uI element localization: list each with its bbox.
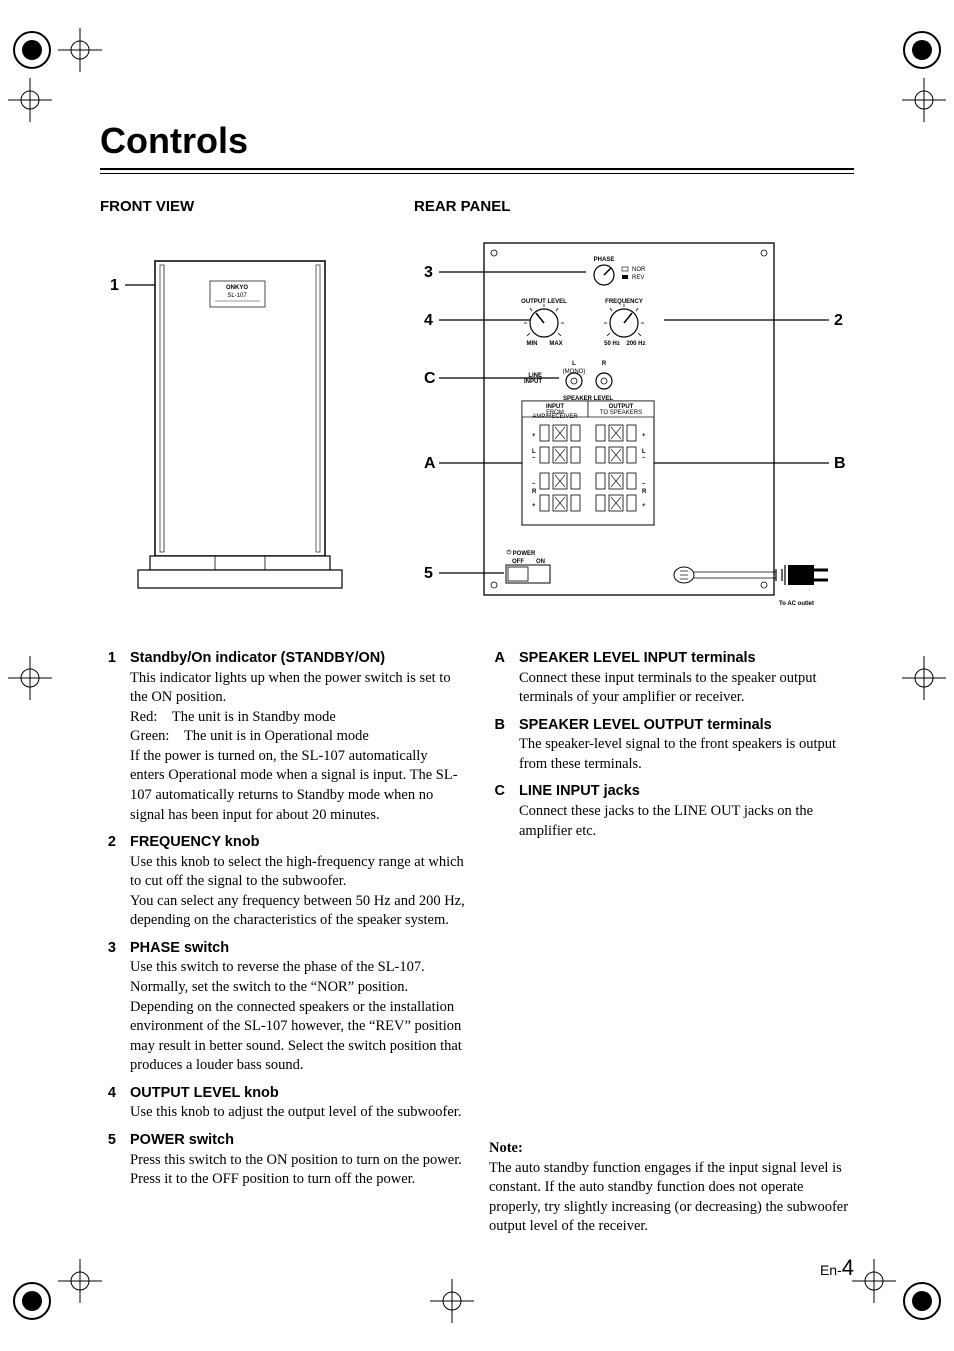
crop-corner-icon [900, 28, 944, 72]
svg-text:R: R [642, 489, 647, 495]
svg-text:MAX: MAX [549, 341, 562, 347]
description-item: 1 Standby/On indicator (STANDBY/ON)This i… [100, 649, 465, 825]
item-description: Use this switch to reverse the phase of … [130, 958, 465, 1075]
item-number: 5 [100, 1131, 116, 1190]
divider [100, 173, 854, 174]
crop-mark-icon [58, 1259, 102, 1303]
svg-text:SL-107: SL-107 [227, 293, 247, 299]
crop-mark-icon [8, 78, 52, 122]
svg-text:+: + [642, 433, 646, 439]
description-item: 3 PHASE switchUse this switch to reverse … [100, 939, 465, 1076]
item-heading: SPEAKER LEVEL INPUT terminals [519, 649, 854, 669]
crop-mark-icon [902, 656, 946, 700]
callout-c: C [424, 370, 436, 387]
callout-4: 4 [424, 312, 433, 329]
callout-1: 1 [110, 277, 119, 294]
description-item: C LINE INPUT jacksConnect these jacks to … [489, 782, 854, 841]
item-number: B [489, 716, 505, 775]
rear-panel-heading: REAR PANEL [414, 198, 854, 215]
item-description: Connect these jacks to the LINE OUT jack… [519, 802, 854, 841]
svg-text:L: L [572, 361, 576, 367]
crop-mark-icon [902, 78, 946, 122]
svg-text:TO SPEAKERS: TO SPEAKERS [600, 410, 642, 416]
item-heading: SPEAKER LEVEL OUTPUT terminals [519, 716, 854, 736]
item-number: 2 [100, 833, 116, 931]
item-description: Connect these input terminals to the spe… [519, 669, 854, 708]
crop-corner-icon [900, 1279, 944, 1323]
svg-text:ONKYO: ONKYO [226, 285, 248, 291]
item-number: 1 [100, 649, 116, 825]
item-description: The speaker-level signal to the front sp… [519, 735, 854, 774]
item-number: A [489, 649, 505, 708]
item-number: 3 [100, 939, 116, 1076]
item-description: Press this switch to the ON position to … [130, 1151, 465, 1190]
item-heading: Standby/On indicator (STANDBY/ON) [130, 649, 465, 669]
item-heading: PHASE switch [130, 939, 465, 959]
crop-corner-icon [10, 28, 54, 72]
svg-text:MIN: MIN [527, 341, 538, 347]
svg-text:+: + [642, 503, 646, 509]
item-heading: POWER switch [130, 1131, 465, 1151]
description-item: 4 OUTPUT LEVEL knobUse this knob to adjus… [100, 1084, 465, 1123]
front-view-heading: FRONT VIEW [100, 198, 390, 215]
to-ac-label: To AC outlet [779, 601, 814, 607]
description-item: A SPEAKER LEVEL INPUT terminalsConnect th… [489, 649, 854, 708]
item-description: Use this knob to select the high-frequen… [130, 853, 465, 931]
front-view-figure: 1 ONKYO SL-107 [100, 225, 390, 625]
item-heading: OUTPUT LEVEL knob [130, 1084, 461, 1104]
svg-text:INPUT: INPUT [524, 379, 542, 385]
page-number: En-4 [820, 1255, 854, 1281]
item-number: C [489, 782, 505, 841]
crop-mark-icon [852, 1259, 896, 1303]
item-heading: LINE INPUT jacks [519, 782, 854, 802]
svg-text:+: + [532, 433, 536, 439]
callout-3: 3 [424, 264, 433, 281]
item-description: This indicator lights up when the power … [130, 669, 465, 826]
svg-text:200 Hz: 200 Hz [626, 341, 645, 347]
item-number: 4 [100, 1084, 116, 1123]
callout-b: B [834, 455, 846, 472]
svg-text:POWER: POWER [513, 551, 536, 557]
note-block: Note:The auto standby function engages i… [489, 1139, 854, 1237]
svg-text:ON: ON [536, 559, 545, 565]
svg-text:50 Hz: 50 Hz [604, 341, 620, 347]
note-body: The auto standby function engages if the… [489, 1159, 854, 1237]
svg-text:PHASE: PHASE [594, 257, 615, 263]
description-item: 2 FREQUENCY knobUse this knob to select t… [100, 833, 465, 931]
crop-mark-icon [8, 656, 52, 700]
callout-5: 5 [424, 565, 433, 582]
speaker-level-terminals-icon: SPEAKER LEVEL INPUT FROM AMP/RECEIVER OU… [522, 396, 654, 525]
item-heading: FREQUENCY knob [130, 833, 465, 853]
description-item: 5 POWER switchPress this switch to the ON… [100, 1131, 465, 1190]
crop-mark-icon [430, 1279, 474, 1323]
callout-a: A [424, 455, 436, 472]
rear-panel-figure: 3 4 C A 5 2 B PH [414, 225, 854, 625]
svg-text:OFF: OFF [512, 559, 524, 565]
svg-text:AMP/RECEIVER: AMP/RECEIVER [532, 414, 578, 420]
divider [100, 168, 854, 170]
svg-text:SPEAKER LEVEL: SPEAKER LEVEL [563, 396, 613, 402]
svg-text:+: + [532, 503, 536, 509]
svg-text:REV: REV [632, 275, 644, 281]
svg-text:NOR: NOR [632, 267, 646, 273]
note-heading: Note: [489, 1139, 854, 1159]
description-item: B SPEAKER LEVEL OUTPUT terminalsThe speak… [489, 716, 854, 775]
page-title: Controls [100, 120, 854, 162]
item-description: Use this knob to adjust the output level… [130, 1103, 461, 1123]
crop-corner-icon [10, 1279, 54, 1323]
svg-text:R: R [532, 489, 537, 495]
svg-text:R: R [602, 361, 607, 367]
callout-2: 2 [834, 312, 843, 329]
speaker-front-icon: ONKYO SL-107 [138, 261, 342, 588]
crop-mark-icon [58, 28, 102, 72]
